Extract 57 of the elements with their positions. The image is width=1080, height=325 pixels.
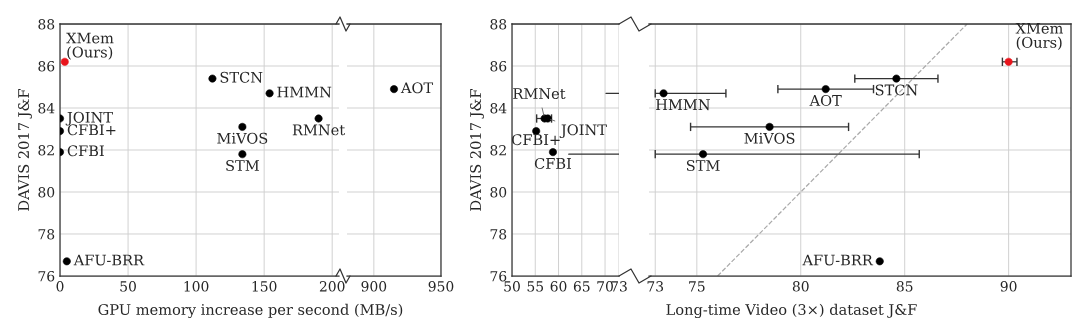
series-label: HMMN (277, 86, 332, 98)
x-tick-label: 75 (689, 281, 705, 292)
x-tick-label: 90 (1000, 281, 1017, 292)
y-tick-label: 88 (490, 18, 507, 30)
x-tick-label: 200 (319, 281, 345, 292)
y-tick-label: 76 (490, 270, 507, 282)
x-tick-label: 70 (597, 281, 613, 292)
y-tick-label: 82 (38, 144, 54, 156)
y-tick-label: 86 (38, 60, 55, 72)
series-label: XMem (Ours) (1015, 22, 1063, 50)
y-tick-label: 76 (38, 270, 55, 282)
series-label: STCN (220, 71, 263, 83)
y-tick-label: 78 (490, 228, 507, 240)
series-label: XMem (Ours) (66, 32, 114, 60)
x-tick-label: 55 (527, 281, 544, 292)
series-label: AOT (400, 82, 434, 94)
y-tick-label: 86 (490, 60, 507, 72)
y-tick-label: 78 (38, 228, 55, 240)
series-label: HMMN (656, 99, 710, 111)
x-tick-label: 80 (792, 281, 809, 292)
y-tick-label: 84 (490, 102, 507, 114)
series-label: CFBI (67, 145, 104, 157)
y-tick-label: 82 (490, 144, 506, 156)
x-tick-label: 50 (504, 281, 520, 292)
x-tick-label: 0 (56, 281, 64, 292)
series-label: JOINT (559, 124, 607, 139)
series-label: STM (226, 160, 259, 172)
y-tick-label: 84 (38, 102, 55, 114)
series-label: CFBI+ (67, 124, 116, 136)
x-tick-label: 73 (647, 281, 664, 292)
x-tick-label: 950 (428, 281, 454, 292)
series-label: AFU-BRR (73, 254, 145, 266)
series-label: STM (686, 160, 720, 172)
x-tick-label: 85 (896, 281, 913, 292)
x-tick-label: 60 (550, 281, 567, 292)
x-tick-label: 65 (573, 281, 590, 292)
series-label: RMNet (513, 88, 566, 100)
series-label: CFBI (534, 157, 572, 169)
x-tick-label: 100 (184, 281, 209, 292)
x-tick-label: 73 (611, 281, 627, 292)
series-label: RMNet (292, 124, 346, 136)
x-tick-label: 50 (120, 281, 136, 292)
x-tick-label: 900 (361, 281, 387, 292)
series-label: AOT (809, 94, 842, 106)
series-label: STCN (875, 84, 918, 96)
x-axis-title: GPU memory increase per second (MB/s) (98, 303, 403, 319)
y-tick-label: 88 (38, 18, 55, 30)
x-axis-title: Long-time Video (3×) dataset J&F (666, 303, 917, 319)
series-label: MiVOS (217, 132, 268, 144)
y-tick-label: 80 (490, 186, 507, 198)
series-label: MiVOS (744, 132, 795, 144)
x-tick-label: 150 (252, 281, 277, 292)
series-label: JOINT (65, 111, 113, 126)
y-axis-title: DAVIS 2017 J&F (470, 89, 484, 211)
y-tick-label: 80 (38, 186, 55, 198)
series-label: AFU-BRR (802, 254, 874, 266)
y-axis-title: DAVIS 2017 J&F (18, 89, 32, 211)
